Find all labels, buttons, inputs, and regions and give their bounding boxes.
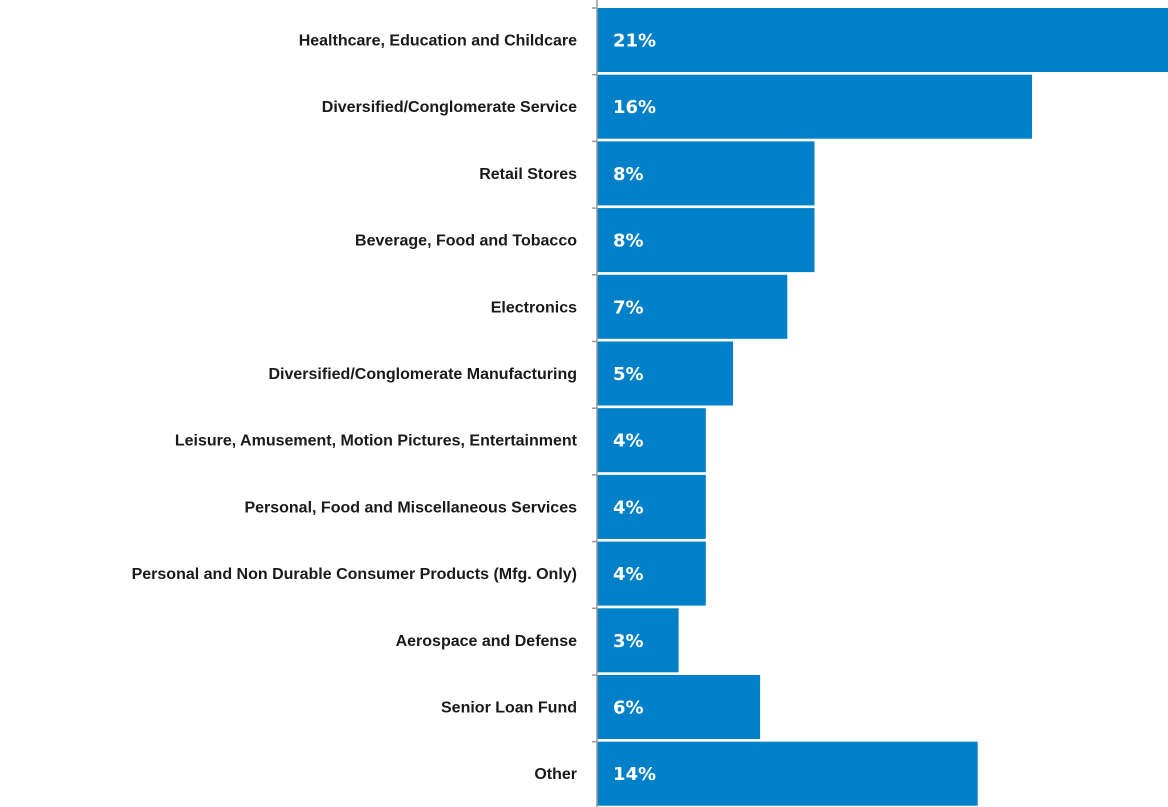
category-label-beverage-food-and-tobacco: Beverage, Food and Tobacco	[355, 233, 577, 250]
bar-other	[597, 741, 978, 806]
value-label-senior-loan-fund: 6%	[613, 698, 644, 719]
bar-diversified-conglomerate-service	[597, 74, 1032, 139]
category-label-personal-and-non-durable-consumer-products-mfg-only: Personal and Non Durable Consumer Produc…	[132, 566, 577, 583]
category-label-senior-loan-fund: Senior Loan Fund	[441, 700, 577, 717]
bar-beverage-food-and-tobacco	[597, 208, 815, 273]
category-axis	[592, 0, 598, 807]
value-label-electronics: 7%	[613, 297, 644, 318]
value-label-leisure-amusement-motion-pictures-entertainment: 4%	[613, 431, 644, 452]
category-label-retail-stores: Retail Stores	[479, 166, 577, 183]
category-label-other: Other	[534, 766, 577, 783]
bar-retail-stores	[597, 141, 815, 206]
value-label-personal-food-and-miscellaneous-services: 4%	[613, 497, 644, 518]
category-label-healthcare-education-and-childcare: Healthcare, Education and Childcare	[299, 33, 577, 50]
value-label-other: 14%	[613, 764, 656, 785]
category-label-diversified-conglomerate-service: Diversified/Conglomerate Service	[322, 99, 577, 116]
category-label-aerospace-and-defense: Aerospace and Defense	[396, 633, 578, 650]
category-label-personal-food-and-miscellaneous-services: Personal, Food and Miscellaneous Service…	[244, 499, 577, 516]
bar-electronics	[597, 274, 788, 339]
value-label-healthcare-education-and-childcare: 21%	[613, 31, 656, 52]
bar-healthcare-education-and-childcare	[597, 8, 1168, 72]
value-label-beverage-food-and-tobacco: 8%	[613, 231, 644, 252]
category-label-leisure-amusement-motion-pictures-entertainment: Leisure, Amusement, Motion Pictures, Ent…	[175, 433, 578, 450]
category-label-diversified-conglomerate-manufacturing: Diversified/Conglomerate Manufacturing	[269, 366, 578, 383]
bar-diversified-conglomerate-manufacturing	[597, 341, 733, 406]
value-label-diversified-conglomerate-manufacturing: 5%	[613, 364, 644, 385]
category-labels-group: Healthcare, Education and Childcare Diver…	[132, 33, 578, 784]
bars-group	[597, 8, 1168, 806]
value-label-diversified-conglomerate-service: 16%	[613, 97, 656, 118]
bar-senior-loan-fund	[597, 675, 761, 739]
bar-personal-food-and-miscellaneous-services	[597, 474, 706, 539]
value-label-retail-stores: 8%	[613, 164, 644, 185]
category-label-electronics: Electronics	[491, 299, 577, 316]
bar-leisure-amusement-motion-pictures-entertainment	[597, 408, 706, 473]
bar-personal-and-non-durable-consumer-products-mfg-only	[597, 541, 706, 606]
value-label-personal-and-non-durable-consumer-products-mfg-only: 4%	[613, 564, 644, 585]
value-label-aerospace-and-defense: 3%	[613, 631, 644, 652]
value-labels-group: 21% 16% 8% 8% 7% 5% 4% 4% 4% 3% 6% 14%	[613, 31, 656, 786]
bar-aerospace-and-defense	[597, 608, 679, 673]
